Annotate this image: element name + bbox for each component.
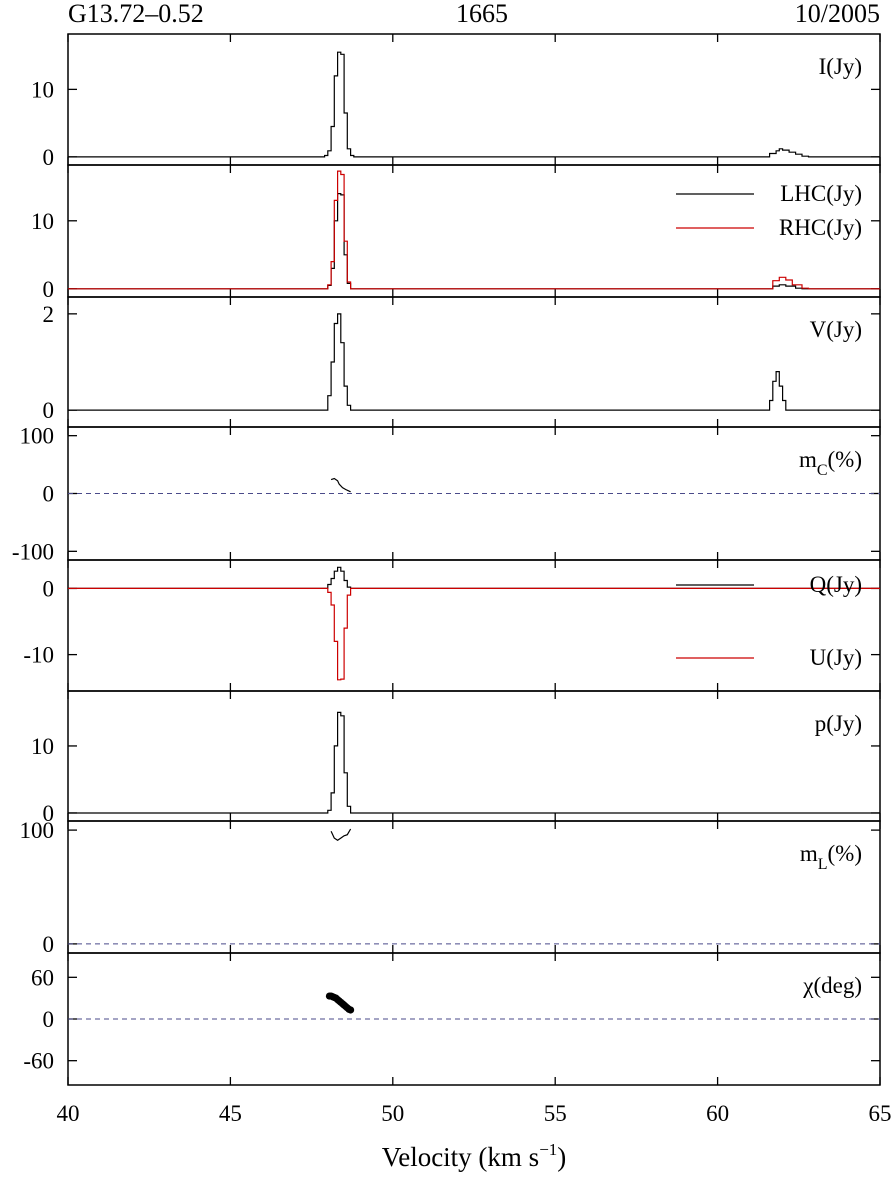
y-tick-label-mc-0: -100 bbox=[12, 539, 54, 564]
panels-group: 010I(Jy)010LHC(Jy)RHC(Jy)02V(Jy)-1000100… bbox=[12, 33, 881, 1086]
x-tick-label-4: 60 bbox=[706, 1101, 729, 1126]
series-mL-0 bbox=[330, 828, 352, 842]
x-axis-label-main: Velocity (km s bbox=[382, 1142, 539, 1172]
panel-chi: -60 0 60 χ(deg) bbox=[23, 952, 881, 1086]
panel-label-end-mc: (%) bbox=[828, 447, 862, 472]
panel-frame-p bbox=[67, 690, 881, 822]
panel-frame-I bbox=[67, 33, 881, 166]
y-tick-label-chi-2: 60 bbox=[31, 965, 54, 990]
x-tick-label-0: 40 bbox=[57, 1101, 80, 1126]
x-axis: 40 45 50 55 60 65 bbox=[57, 1101, 892, 1126]
panel-label-sub-mc: C bbox=[817, 462, 828, 479]
panel-label-I: I(Jy) bbox=[819, 54, 862, 79]
chi-point-13 bbox=[346, 1006, 355, 1014]
panel-label-mc: mC(%) bbox=[799, 447, 862, 479]
series-V-0 bbox=[68, 313, 880, 411]
panel-label-chi: χ(deg) bbox=[802, 973, 862, 998]
panel-p: 0 10 p(Jy) bbox=[31, 690, 881, 826]
panel-LR: 0 10 LHC(Jy) RHC(Jy) bbox=[31, 164, 881, 302]
panel-I: 0 10 I(Jy) bbox=[31, 33, 881, 170]
panel-label-main-mL: m bbox=[800, 841, 818, 866]
y-tick-label-chi-1: 0 bbox=[43, 1007, 55, 1032]
panel-label-sub-mL: L bbox=[818, 856, 828, 873]
y-tick-label-QU-1: 0 bbox=[43, 576, 55, 601]
y-tick-label-V-1: 2 bbox=[43, 302, 55, 327]
y-tick-label-I-0: 0 bbox=[43, 145, 55, 170]
header-frequency: 1665 bbox=[456, 0, 508, 28]
panel-frame-QU bbox=[67, 559, 881, 692]
legend-label-LR-0: LHC(Jy) bbox=[780, 181, 862, 206]
panel-QU: -10 0 Q(Jy) U(Jy) bbox=[23, 559, 881, 692]
panel-label-mL: mL(%) bbox=[800, 841, 862, 873]
panel-label-main-mc: m bbox=[799, 447, 817, 472]
series-QU-1 bbox=[68, 587, 880, 681]
series-I-0 bbox=[68, 51, 880, 158]
panel-label-end-mL: (%) bbox=[828, 841, 862, 866]
x-axis-label-end: ) bbox=[557, 1142, 566, 1172]
y-tick-label-mL-0: 0 bbox=[43, 932, 55, 957]
y-tick-label-p-0: 0 bbox=[43, 801, 55, 826]
y-tick-label-V-0: 0 bbox=[43, 398, 55, 423]
series-p-0 bbox=[68, 711, 880, 814]
header-epoch: 10/2005 bbox=[795, 0, 880, 28]
panel-label-main-I: I(Jy) bbox=[819, 54, 862, 79]
panel-label-p: p(Jy) bbox=[815, 711, 862, 736]
series-LR-0 bbox=[68, 193, 880, 290]
x-tick-label-5: 65 bbox=[869, 1101, 892, 1126]
x-tick-label-2: 50 bbox=[381, 1101, 404, 1126]
legend-label-QU-0: Q(Jy) bbox=[810, 572, 862, 597]
y-tick-label-mc-2: 100 bbox=[20, 424, 55, 449]
y-tick-label-LR-0: 0 bbox=[43, 277, 55, 302]
series-QU-0 bbox=[68, 566, 880, 589]
panel-mc: -100 0 100 mC(%) bbox=[12, 424, 881, 564]
header-source: G13.72–0.52 bbox=[68, 0, 204, 28]
legend-label-LR-1: RHC(Jy) bbox=[779, 215, 862, 240]
panel-mL: 0 100 mL(%) bbox=[20, 818, 881, 957]
panel-frame-LR bbox=[67, 164, 881, 298]
legend-label-QU-1: U(Jy) bbox=[810, 645, 862, 670]
y-tick-label-I-1: 10 bbox=[31, 77, 54, 102]
y-tick-label-mc-1: 0 bbox=[43, 482, 55, 507]
y-tick-label-chi-0: -60 bbox=[23, 1049, 54, 1074]
panel-frame-V bbox=[67, 296, 881, 428]
panel-label-main-V: V(Jy) bbox=[810, 317, 862, 342]
series-mc-0 bbox=[330, 477, 351, 493]
panel-label-main-p: p(Jy) bbox=[815, 711, 862, 736]
panel-frame-mL bbox=[67, 820, 881, 954]
panel-label-V: V(Jy) bbox=[810, 317, 862, 342]
x-axis-label-exponent: −1 bbox=[539, 1140, 557, 1159]
panel-label-main-chi: χ(deg) bbox=[802, 973, 862, 998]
x-tick-label-1: 45 bbox=[219, 1101, 242, 1126]
y-tick-label-mL-1: 100 bbox=[20, 818, 55, 843]
x-axis-label: Velocity (km s−1) bbox=[382, 1140, 567, 1172]
series-LR-1 bbox=[68, 170, 880, 290]
x-tick-label-3: 55 bbox=[544, 1101, 567, 1126]
y-tick-label-LR-1: 10 bbox=[31, 209, 54, 234]
y-tick-label-QU-0: -10 bbox=[23, 643, 54, 668]
panel-V: 0 2 V(Jy) bbox=[43, 296, 881, 428]
y-tick-label-p-1: 10 bbox=[31, 734, 54, 759]
